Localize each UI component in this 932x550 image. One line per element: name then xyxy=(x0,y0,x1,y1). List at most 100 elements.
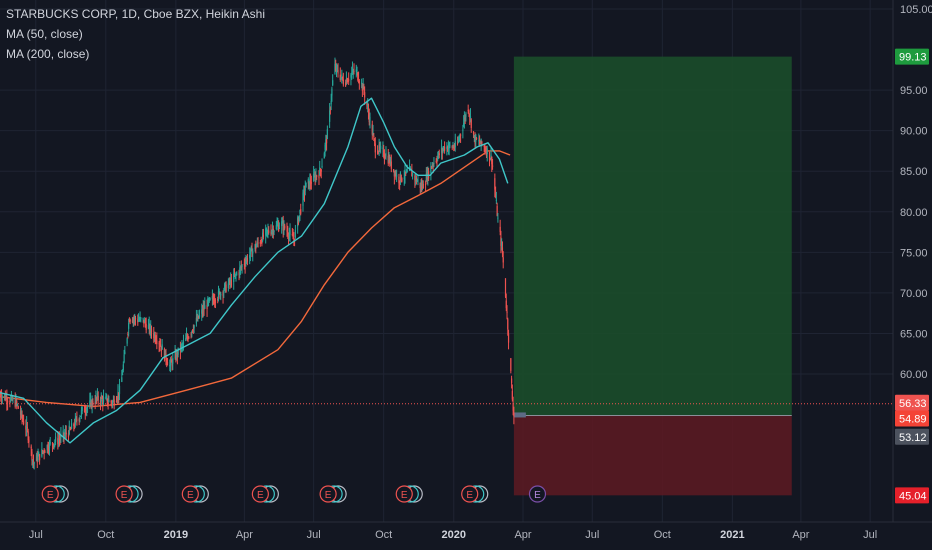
candle-body xyxy=(374,143,376,153)
candle-body xyxy=(371,124,373,135)
price-tick-label: 65.00 xyxy=(900,328,928,340)
candle-body xyxy=(255,245,257,249)
candle-body xyxy=(54,436,57,442)
candle-body xyxy=(457,140,459,143)
candle-body xyxy=(422,183,424,189)
candle-body xyxy=(511,390,513,400)
candle-body xyxy=(214,300,216,303)
candle-body xyxy=(26,427,29,429)
candle-body xyxy=(219,292,221,298)
candle-body xyxy=(281,220,284,224)
candle-body xyxy=(297,217,299,227)
candle-body xyxy=(107,402,109,404)
candle-body xyxy=(6,397,8,403)
candle-body xyxy=(187,336,189,341)
candle-body xyxy=(5,396,7,399)
earnings-marker[interactable]: E xyxy=(251,485,279,503)
candle-body xyxy=(289,230,291,235)
candle-body xyxy=(129,319,131,322)
candle-body xyxy=(144,319,146,324)
candle-body xyxy=(150,328,153,333)
candle-body xyxy=(163,349,166,360)
candle-body xyxy=(472,131,475,134)
price-axis[interactable]: 105.00 95.00 90.00 85.00 80.00 75.00 70.00 65.0… xyxy=(892,0,932,550)
candle-body xyxy=(150,325,152,332)
candle-body xyxy=(352,70,354,72)
candle-body xyxy=(202,307,204,312)
candle-body xyxy=(510,358,512,371)
ma200-legend[interactable]: MA (200, close) xyxy=(6,47,90,61)
candle-body xyxy=(217,299,219,301)
candle-body xyxy=(277,224,279,226)
candle-body xyxy=(437,152,440,157)
candle-body xyxy=(304,188,306,191)
candle-body xyxy=(284,225,286,229)
candle-body xyxy=(272,228,274,235)
candle-body xyxy=(348,79,350,81)
earnings-marker[interactable]: E xyxy=(41,485,69,503)
candle-body xyxy=(124,351,126,355)
candle-body xyxy=(245,261,247,264)
candle-body xyxy=(380,145,382,149)
candle-body xyxy=(246,257,248,261)
earnings-marker[interactable]: E xyxy=(461,485,489,503)
earnings-marker[interactable]: E xyxy=(528,485,547,503)
candle-body xyxy=(453,147,456,149)
candle-body xyxy=(491,165,494,167)
long-position-zones[interactable] xyxy=(513,56,792,496)
time-tick-label: Oct xyxy=(654,529,671,541)
candle-body xyxy=(341,74,343,78)
candle-body xyxy=(496,206,498,216)
candle-body xyxy=(100,396,102,402)
candle-body xyxy=(412,173,414,176)
time-tick-label: Oct xyxy=(97,529,114,541)
candle-body xyxy=(53,444,55,446)
stop-price-tag-bg xyxy=(895,487,929,504)
earnings-marker[interactable]: E xyxy=(115,485,143,503)
earnings-marker[interactable]: E xyxy=(181,485,209,503)
candle-body xyxy=(315,175,317,179)
candle-body xyxy=(112,399,115,402)
candle-body xyxy=(65,432,67,435)
earnings-marker[interactable]: E xyxy=(395,485,423,503)
earnings-marker[interactable]: E xyxy=(319,485,347,503)
candle-body xyxy=(292,236,294,240)
candle-body xyxy=(276,224,278,226)
candle-body xyxy=(102,397,105,402)
candle-body xyxy=(448,143,450,148)
candle-body xyxy=(118,392,120,397)
candle-body xyxy=(138,320,140,322)
candle-body xyxy=(27,431,29,441)
candle-body xyxy=(54,442,56,444)
candle-body xyxy=(81,407,83,411)
candle-body xyxy=(59,438,61,440)
candle-body xyxy=(286,229,288,232)
candle-body xyxy=(48,448,50,452)
candle-body xyxy=(411,171,413,177)
ma50-legend[interactable]: MA (50, close) xyxy=(6,27,83,41)
candle-body xyxy=(300,209,302,214)
candle-body xyxy=(32,459,34,461)
price-tick-label: 95.00 xyxy=(900,85,928,97)
candle-body xyxy=(401,178,403,181)
candle-body xyxy=(36,456,38,463)
candle-body xyxy=(406,170,408,172)
candle-body xyxy=(209,298,211,300)
symbol-title[interactable]: STARBUCKS CORP, 1D, Cboe BZX, Heikin Ash… xyxy=(6,7,265,21)
candle-body xyxy=(356,70,358,72)
candle-body xyxy=(373,135,375,137)
candle-body xyxy=(308,181,310,188)
candle-body xyxy=(379,147,381,149)
candle-body xyxy=(513,412,515,417)
candle-body xyxy=(30,446,32,449)
candle-body xyxy=(405,170,408,173)
candle-body xyxy=(123,354,125,363)
time-tick-label: Jul xyxy=(29,529,43,541)
candle-body xyxy=(128,322,130,329)
candle-body xyxy=(394,172,396,175)
candle-body xyxy=(501,242,503,247)
time-axis[interactable]: Jul Oct 2019 Apr Jul Oct 2020 Apr Jul Oct 2021 Apr J… xyxy=(0,521,932,541)
earnings-label: E xyxy=(121,490,128,501)
